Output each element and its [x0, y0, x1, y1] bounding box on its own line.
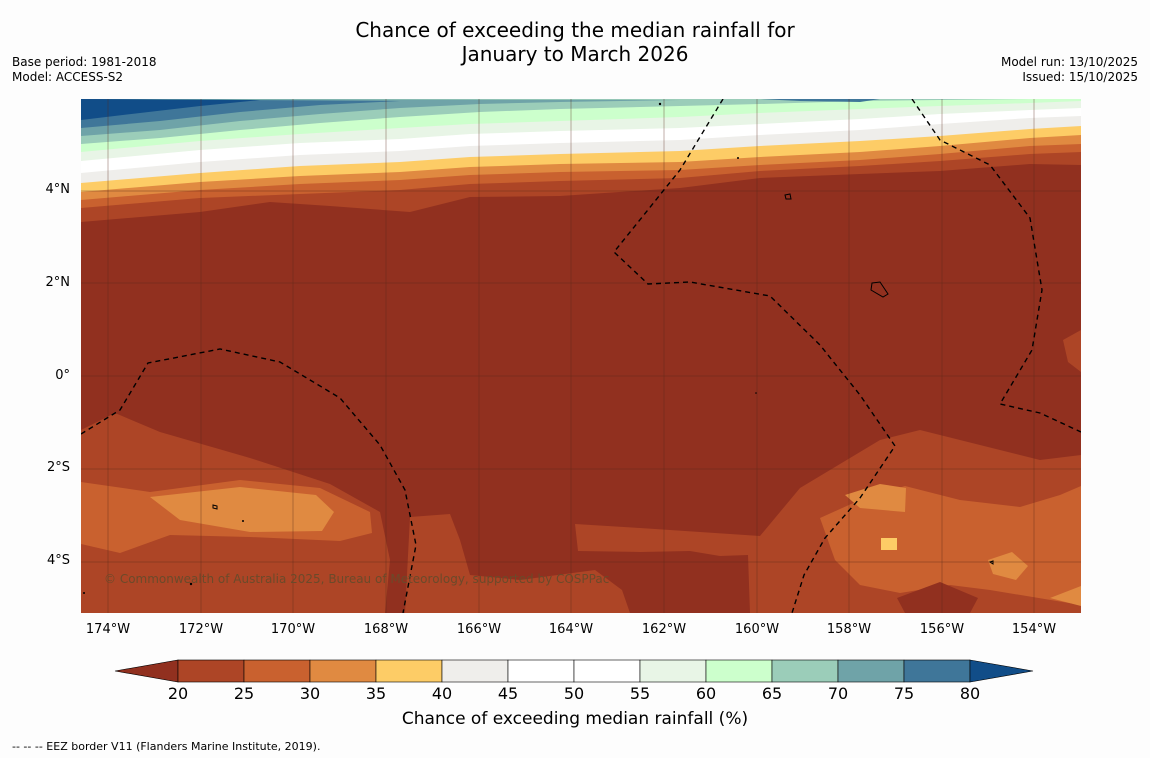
colorbar-tick-label: 25	[233, 684, 255, 703]
colorbar-cell	[309, 659, 377, 683]
copyright-notice: © Commonwealth of Australia 2025, Bureau…	[104, 572, 610, 586]
colorbar-tick-label: 65	[761, 684, 783, 703]
lon-label: 156°W	[919, 622, 965, 637]
region-dark-brown-se	[897, 582, 978, 613]
eez-borders	[81, 99, 1081, 613]
base-period: Base period: 1981-2018	[12, 55, 157, 69]
colorbar-cell	[771, 659, 839, 683]
lat-label: 0°	[55, 368, 70, 383]
colorbar-tick-label: 40	[431, 684, 453, 703]
colorbar-cell	[507, 659, 575, 683]
title-line-2: January to March 2026	[461, 42, 689, 66]
colorbar-tick-label: 55	[629, 684, 651, 703]
lat-label: 4°N	[45, 182, 71, 197]
island-kiritimati	[870, 281, 889, 298]
eez-legend-footnote: -- -- -- EEZ border V11 (Flanders Marine…	[12, 740, 321, 753]
island-dots	[83, 102, 757, 594]
colorbar-cell	[705, 659, 773, 683]
lat-label: 2°S	[46, 460, 70, 475]
lat-label: 4°S	[46, 553, 70, 568]
lon-label: 172°W	[178, 622, 224, 637]
title-line-1: Chance of exceeding the median rainfall …	[355, 18, 795, 42]
region-orange-se-patch	[988, 552, 1028, 580]
colorbar-tick-label: 60	[695, 684, 717, 703]
region-brown-east-edge	[1063, 330, 1081, 372]
island-small-se	[988, 560, 994, 565]
lon-label: 162°W	[641, 622, 687, 637]
region-yellow-se-small	[881, 538, 897, 550]
colorbar-cell	[375, 659, 443, 683]
colorbar-cell	[243, 659, 311, 683]
eez-border-east	[911, 99, 1081, 433]
colorbar-title: Chance of exceeding median rainfall (%)	[401, 709, 749, 729]
lon-label: 154°W	[1011, 622, 1057, 637]
island-small-sw	[212, 504, 218, 510]
lon-label: 158°W	[826, 622, 872, 637]
lon-label: 160°W	[734, 622, 780, 637]
lon-label: 174°W	[85, 622, 131, 637]
model-name: Model: ACCESS-S2	[12, 70, 124, 84]
lon-label: 164°W	[548, 622, 594, 637]
lat-label: 2°N	[45, 275, 71, 290]
colorbar-cell	[177, 659, 245, 683]
region-orange-sw	[150, 487, 334, 532]
colorbar-tick-label: 80	[959, 684, 981, 703]
model-info: Base period: 1981-2018 Model: ACCESS-S2	[12, 55, 157, 85]
colorbar-tick-label: 45	[497, 684, 519, 703]
colorbar-cell	[903, 659, 971, 683]
colorbar-cell	[441, 659, 509, 683]
region-brown-south-center	[405, 514, 630, 613]
issued-date: Issued: 15/10/2025	[1022, 70, 1138, 84]
eez-border-west	[81, 348, 417, 613]
map-title: Chance of exceeding the median rainfall …	[0, 18, 1150, 66]
region-orange-se	[845, 484, 906, 512]
colorbar-cell	[639, 659, 707, 683]
band-navy-north	[81, 99, 260, 120]
colorbar-tick-label: 75	[893, 684, 915, 703]
lon-label: 166°W	[456, 622, 502, 637]
band-steel-blue-ne	[760, 99, 880, 102]
colorbar-tick-label: 35	[365, 684, 387, 703]
lon-label: 170°W	[270, 622, 316, 637]
grid-lines	[81, 99, 1081, 613]
colorbar-extend-low	[114, 659, 179, 683]
model-run: Model run: 13/10/2025	[1000, 55, 1138, 69]
eez-border-north-center	[613, 99, 896, 613]
colorbar-tick-label: 20	[167, 684, 189, 703]
colorbar-cell	[837, 659, 905, 683]
run-info: Model run: 13/10/2025 Issued: 15/10/2025	[1001, 55, 1138, 85]
island-jarvis	[784, 193, 792, 200]
rainfall-map	[81, 99, 1081, 613]
colorbar-tick-label: 30	[299, 684, 321, 703]
colorbar-extend-high	[969, 659, 1034, 683]
region-orange-se-corner	[1050, 586, 1081, 606]
colorbar	[114, 659, 1034, 683]
lon-label: 168°W	[363, 622, 409, 637]
colorbar-cell	[573, 659, 641, 683]
islands	[212, 193, 994, 565]
colorbar-tick-label: 50	[563, 684, 585, 703]
colorbar-tick-label: 70	[827, 684, 849, 703]
